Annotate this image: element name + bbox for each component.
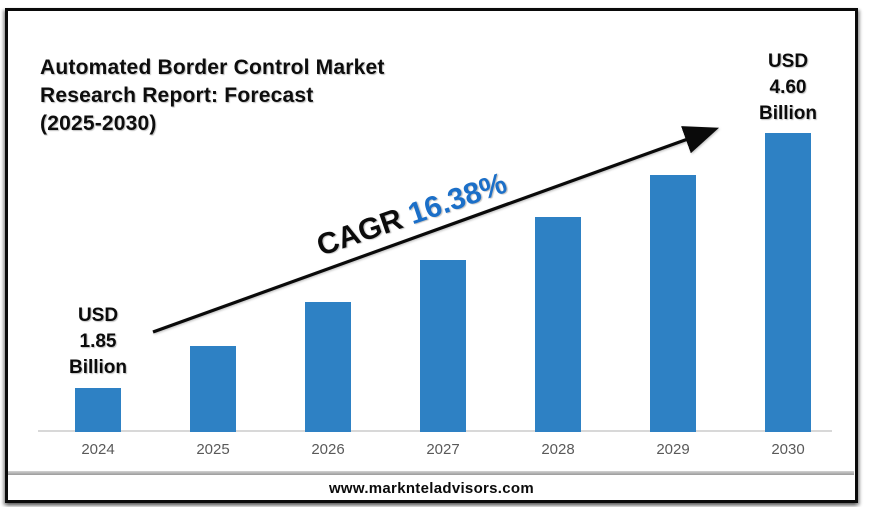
end-value-label: USD 4.60 Billion [758,51,818,124]
x-axis-label: 2024 [81,441,115,458]
bar-2029 [650,175,696,432]
x-axis-label: 2028 [541,441,575,458]
x-axis-label: 2027 [426,441,460,458]
start-value-label: USD 1.85 Billion [68,305,128,378]
x-axis-label: 2029 [656,441,690,458]
bar-2027 [420,260,466,432]
footer-divider [8,471,854,475]
bar-2025 [190,346,236,432]
bar-2026 [305,302,351,432]
bar-2030 [765,133,811,432]
x-axis-label: 2030 [771,441,805,458]
website-text: www.marknteladvisors.com [328,480,535,497]
bar-2024 [75,388,121,432]
bar-2028 [535,217,581,432]
x-axis-label: 2026 [311,441,345,458]
chart-title: Automated Border Control Market Research… [40,56,385,135]
growth-arrow [152,126,720,334]
x-axis-label: 2025 [196,441,230,458]
